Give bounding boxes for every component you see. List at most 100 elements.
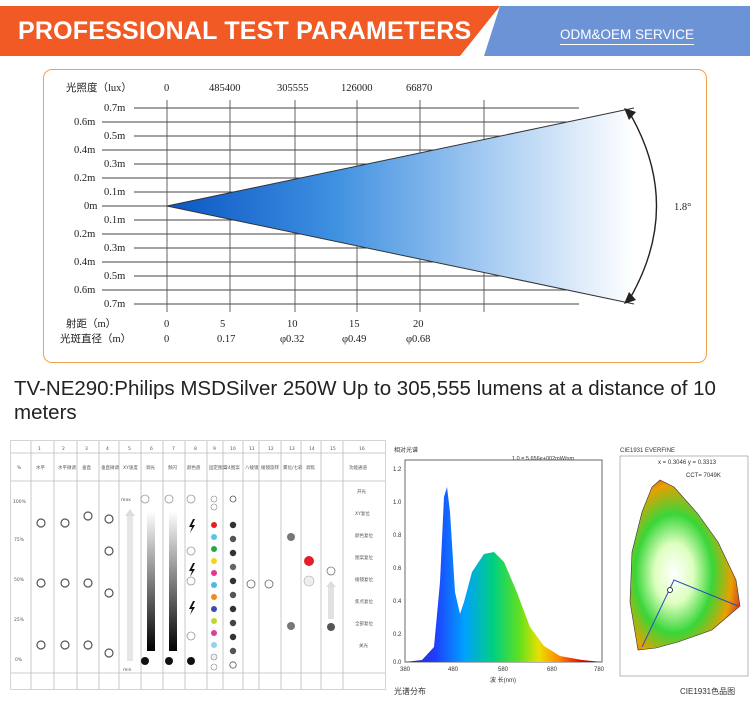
arrow-down-icon xyxy=(624,292,636,304)
beam-edge-lower xyxy=(166,205,635,305)
spectrum-x-ticks: 380 480 580 680 780 xyxy=(400,667,605,673)
radius-label-center: 0m xyxy=(84,201,97,212)
focus-icon xyxy=(327,623,335,631)
prism-rotation-icon xyxy=(287,533,295,541)
section-title-banner: PROFESSIONAL TEST PARAMETERS xyxy=(0,6,500,56)
svg-text:380: 380 xyxy=(400,667,411,673)
channel-number: 14 xyxy=(309,446,315,452)
arrow-up-icon xyxy=(624,108,636,120)
illuminance-label: 光照度（lux） xyxy=(66,81,132,94)
strobe-bar xyxy=(169,511,177,651)
channel-name: 八棱镜 xyxy=(245,464,259,471)
channel-name: 垂直 xyxy=(82,464,91,471)
channel-number: 4 xyxy=(106,446,109,452)
svg-text:1.0: 1.0 xyxy=(393,500,402,506)
distance-value: 10 xyxy=(287,319,298,330)
svg-text:780: 780 xyxy=(594,667,605,673)
radius-label: 0.5m xyxy=(104,131,125,142)
channel-name: 24图案 xyxy=(225,464,240,471)
function-label: XY复位 xyxy=(355,510,370,517)
radius-label: 0.4m xyxy=(74,257,95,268)
channel-name: 固定图案 xyxy=(209,464,227,471)
channel-name: 垂直微调 xyxy=(101,464,119,471)
distance-label: 射距（m） xyxy=(66,317,116,330)
prism-icon xyxy=(264,579,274,589)
strobe-marks xyxy=(186,494,196,641)
spectrum-x-label: 波 长(nm) xyxy=(490,676,516,684)
dmx-chart-svg: 1 2 3 4 5 6 7 8 9 10 11 12 13 14 15 16 %… xyxy=(11,441,385,689)
section-title: PROFESSIONAL TEST PARAMETERS xyxy=(18,17,472,45)
radius-label: 0.6m xyxy=(74,285,95,296)
svg-text:0.8: 0.8 xyxy=(393,533,402,539)
svg-text:0.2: 0.2 xyxy=(393,632,402,638)
channel-name: 频闪 xyxy=(168,464,177,471)
service-link[interactable]: ODM&OEM SERVICE xyxy=(560,27,695,45)
cie-cct: CCT= 7049K xyxy=(686,473,721,479)
channel-number: 6 xyxy=(150,446,153,452)
channel-name: XY速度 xyxy=(123,464,138,471)
spectrum-curve xyxy=(405,487,602,662)
channel-number: 13 xyxy=(289,446,295,452)
cie-chart: CIE1931 EVERFINE x = 0.3046 y = 0.3313 C… xyxy=(618,442,750,698)
speed-max-label: max xyxy=(121,498,131,503)
cie-gamut xyxy=(629,479,741,651)
channel-number: 15 xyxy=(330,446,336,452)
diameter-value: φ0.49 xyxy=(342,334,366,345)
function-label: 全部复位 xyxy=(355,620,373,627)
distance-value: 5 xyxy=(220,319,225,330)
percent-label: 75% xyxy=(14,537,25,543)
service-banner[interactable]: ODM&OEM SERVICE xyxy=(484,6,750,56)
gobo-pattern-icon xyxy=(246,579,256,589)
channel-number: 1 xyxy=(38,446,41,452)
cie-point-icon xyxy=(667,587,673,593)
svg-text:480: 480 xyxy=(448,667,459,673)
diameter-value: φ0.32 xyxy=(280,334,304,345)
cie-chart-svg: CIE1931 EVERFINE x = 0.3046 y = 0.3313 C… xyxy=(619,448,749,696)
channel-name: 调光 xyxy=(146,464,155,471)
beam-angle-label: 1.8° xyxy=(674,202,691,213)
channel-name: 棱镜旋转 xyxy=(261,464,279,471)
prism-rotation-icon xyxy=(287,622,295,630)
function-label: 关光 xyxy=(359,642,368,649)
percent-label: 50% xyxy=(14,577,25,583)
illuminance-value: 485400 xyxy=(209,83,241,94)
section-header: PROFESSIONAL TEST PARAMETERS ODM&OEM SER… xyxy=(0,0,750,60)
product-caption: TV-NE290:Philips MSDSilver 250W Up to 30… xyxy=(14,377,716,424)
svg-text:0.6: 0.6 xyxy=(393,566,402,572)
illuminance-value: 0 xyxy=(164,83,169,94)
beam-diagram: 光照度（lux） 0 485400 305555 126000 66870 xyxy=(43,69,707,363)
rainbow-effect-icon xyxy=(304,556,314,566)
dimmer-off-icon xyxy=(141,657,149,665)
spectrum-chart-svg: 相对光谱 1.0 = 5.656e+002mW/nm 1.2 1.0 0.8 0… xyxy=(393,446,605,696)
svg-text:1.2: 1.2 xyxy=(393,467,402,473)
light-beam xyxy=(167,108,634,304)
radius-label: 0.1m xyxy=(104,187,125,198)
illuminance-value: 66870 xyxy=(406,83,432,94)
beam-diagram-svg: 光照度（lux） 0 485400 305555 126000 66870 xyxy=(60,81,691,345)
radius-label: 0.6m xyxy=(74,117,95,128)
distance-value: 0 xyxy=(164,319,169,330)
radius-label: 0.3m xyxy=(104,159,125,170)
diameter-value: 0.17 xyxy=(217,334,235,345)
color-wheel-dots xyxy=(210,495,218,671)
function-label: 棱镜复位 xyxy=(355,576,373,583)
spectrum-title: 相对光谱 xyxy=(394,446,418,454)
radius-label: 0.7m xyxy=(104,299,125,310)
function-label: 图案复位 xyxy=(355,554,373,561)
percent-label: 25% xyxy=(14,617,25,623)
percent-label: 100% xyxy=(13,499,27,505)
diameter-value: 0 xyxy=(164,334,169,345)
channel-number: 12 xyxy=(268,446,274,452)
frost-effect-icon xyxy=(303,575,315,587)
diameter-value: φ0.68 xyxy=(406,334,430,345)
channel-number: 11 xyxy=(249,446,255,452)
illuminance-value: 126000 xyxy=(341,83,373,94)
angle-arc xyxy=(628,111,658,301)
channel-number: 9 xyxy=(213,446,216,452)
spectrum-y-ticks: 1.2 1.0 0.8 0.6 0.4 0.2 0.0 xyxy=(393,467,402,666)
distance-value: 20 xyxy=(413,319,424,330)
channel-number: 16 xyxy=(359,446,365,452)
strobe-off-icon xyxy=(165,657,173,665)
speed-min-label: min xyxy=(123,667,132,673)
channel-number: 10 xyxy=(230,446,236,452)
